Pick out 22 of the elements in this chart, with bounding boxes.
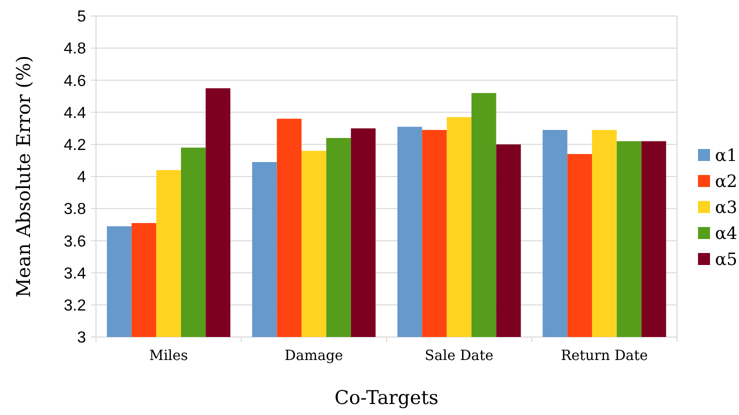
- x-tick-label: Return Date: [560, 348, 648, 364]
- y-tick-label: 3.8: [64, 201, 86, 218]
- y-tick-label: 3.2: [64, 298, 86, 314]
- y-tick-label: 4.2: [64, 137, 86, 154]
- y-tick-label: 3: [77, 330, 86, 347]
- x-axis-title: Co-Targets: [334, 387, 439, 409]
- legend-label: α2: [715, 172, 738, 192]
- y-tick-label: 4: [77, 169, 86, 186]
- y-tick-label: 4.4: [64, 104, 86, 122]
- x-tick-label: Miles: [149, 348, 188, 364]
- y-tick-label: 4.8: [64, 40, 86, 58]
- y-tick-label: 3.6: [64, 233, 86, 250]
- y-tick-label: 3.4: [64, 265, 86, 282]
- y-tick-label: 4.6: [64, 72, 86, 90]
- legend-label: α5: [715, 250, 738, 270]
- legend-label: α1: [715, 146, 738, 166]
- x-tick-label: Sale Date: [424, 348, 494, 364]
- y-axis-title: Mean Absolute Error (%): [13, 55, 35, 298]
- x-tick-label: Damage: [284, 348, 344, 364]
- y-tick-label: 5: [77, 8, 86, 26]
- legend-label: α4: [715, 224, 738, 244]
- legend-label: α3: [715, 198, 738, 218]
